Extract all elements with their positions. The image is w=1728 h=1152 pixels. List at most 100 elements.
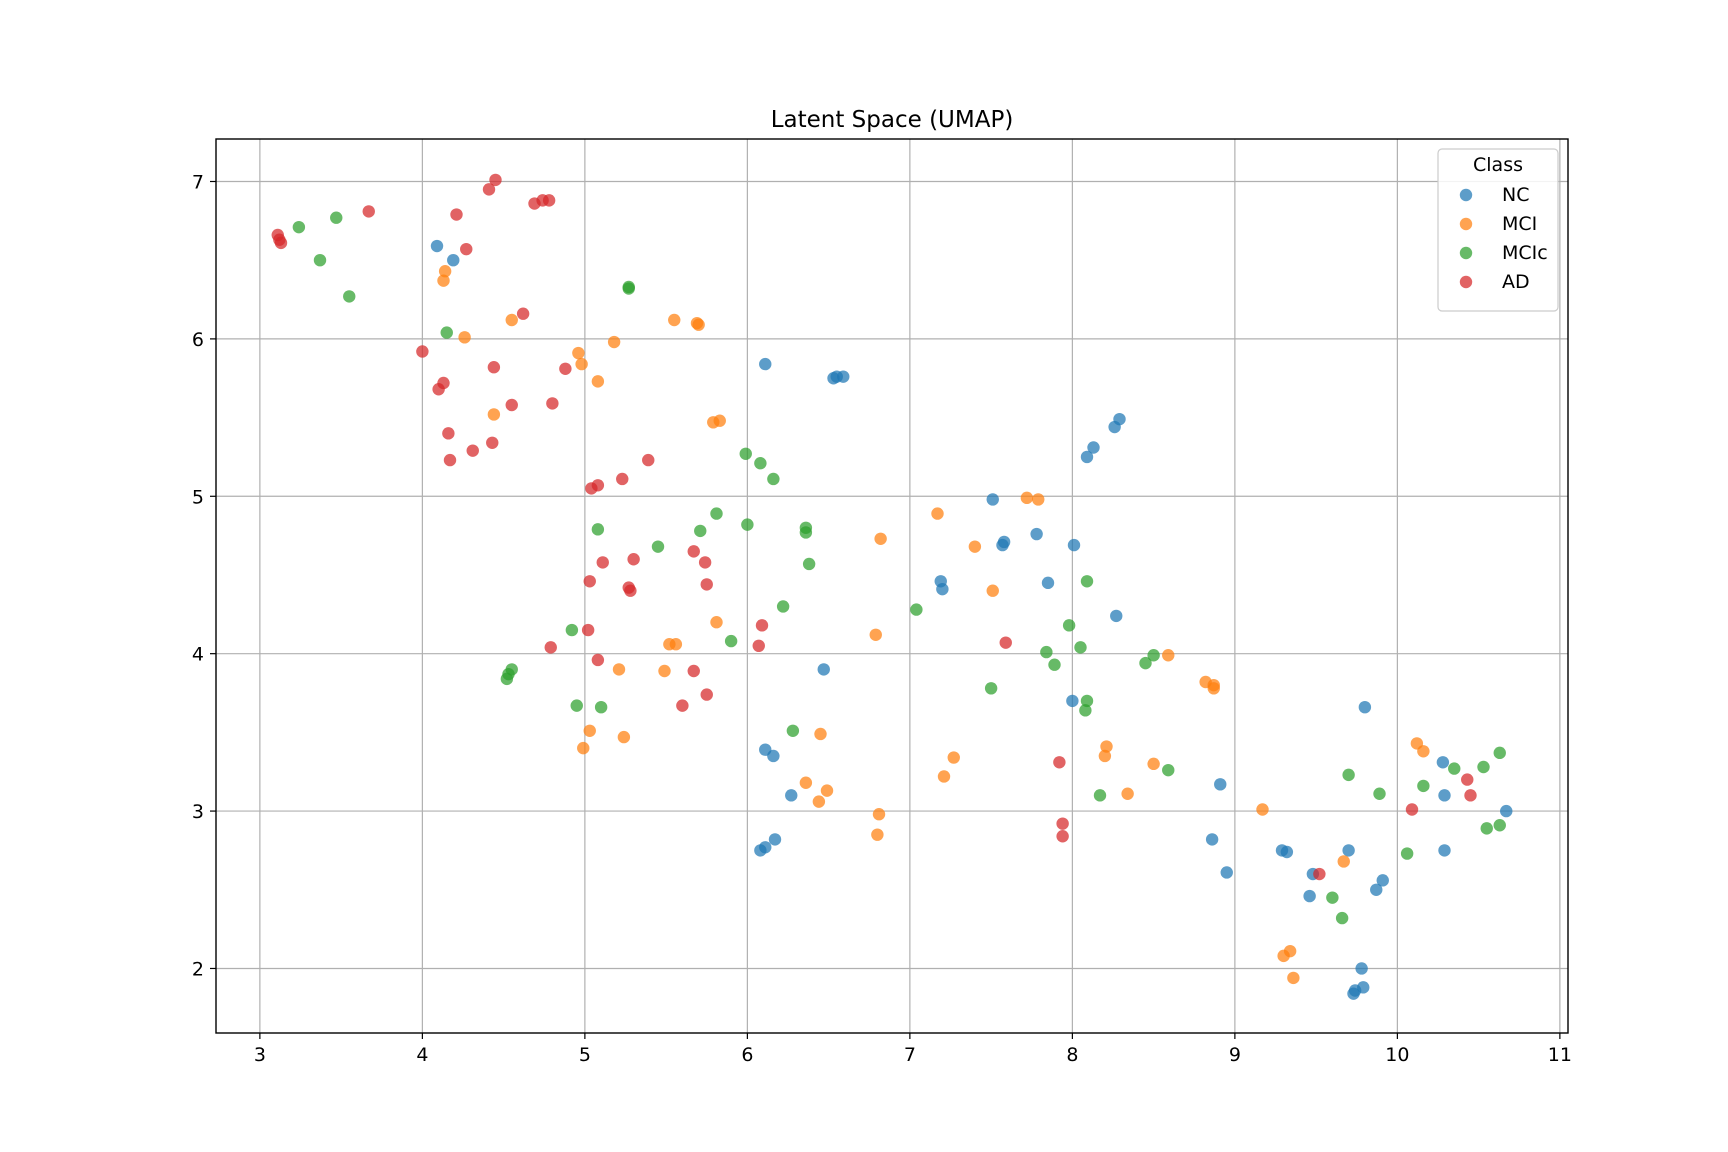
data-point-ad [542, 194, 556, 207]
data-point-mci [871, 828, 884, 841]
data-point-mcic [1080, 575, 1094, 588]
data-point-mci [1207, 682, 1220, 695]
data-point-ad [999, 636, 1012, 649]
data-point-mcic [776, 600, 790, 613]
data-point-mci [713, 414, 726, 427]
data-point-mci [931, 507, 944, 520]
data-point-mcic [570, 699, 583, 712]
data-point-mci [458, 331, 471, 344]
data-point-mcic [1342, 768, 1355, 782]
data-point-mci [820, 784, 834, 797]
data-point-mcic [651, 540, 665, 553]
data-point-mcic [1079, 704, 1092, 717]
legend: Class NC MCI MCIc AD [1437, 148, 1559, 312]
data-point-mcic [1373, 787, 1386, 800]
data-point-mci [612, 663, 626, 676]
data-point-nc [1030, 527, 1043, 541]
data-point-mci [437, 274, 450, 287]
data-point-nc [1303, 889, 1316, 903]
data-point-ad [624, 584, 637, 597]
data-point-mci [1121, 787, 1134, 800]
data-point-nc [996, 538, 1009, 552]
data-point-mci [572, 346, 585, 360]
legend-label-mci: MCI [1502, 213, 1537, 235]
data-point-ad [443, 453, 457, 467]
legend-marker-mcic [1459, 246, 1473, 260]
data-point-ad [1461, 773, 1474, 786]
data-point-ad [544, 641, 557, 654]
data-point-ad [755, 619, 769, 632]
data-point-ad [274, 236, 288, 250]
data-point-nc [1214, 778, 1227, 791]
data-point-nc [1108, 420, 1121, 434]
data-point-nc [817, 663, 830, 676]
data-point-nc [1358, 700, 1372, 714]
data-point-ad [752, 639, 765, 653]
data-point-nc [1041, 576, 1055, 590]
data-point-mci [799, 776, 813, 789]
y-tick-label: 7 [192, 171, 204, 193]
data-point-nc [1438, 789, 1451, 802]
data-point-mcic [786, 724, 800, 738]
legend-marker-nc [1459, 188, 1473, 202]
data-point-ad [698, 556, 712, 569]
data-point-ad [505, 398, 518, 412]
data-point-nc [447, 253, 460, 267]
data-point-mcic [292, 220, 306, 234]
data-point-nc [1355, 962, 1368, 975]
data-point-nc [1436, 756, 1450, 769]
data-point-mcic [1493, 746, 1506, 760]
data-point-ad [437, 376, 450, 390]
data-point-ad [1405, 803, 1419, 816]
series-mci [437, 265, 1430, 985]
data-point-mcic [1093, 789, 1107, 802]
data-point-mci [1098, 749, 1112, 763]
data-point-nc [1087, 441, 1100, 454]
data-point-mci [692, 318, 705, 331]
y-tick-label: 3 [192, 801, 204, 823]
data-point-mcic [1074, 641, 1087, 654]
data-point-ad [585, 482, 598, 495]
data-point-mcic [1147, 649, 1160, 662]
data-point-mci [669, 638, 683, 651]
data-point-mcic [1048, 658, 1061, 671]
data-point-mcic [330, 211, 343, 224]
data-point-mci [583, 724, 596, 738]
data-point-mcic [1477, 760, 1490, 774]
data-point-ad [482, 183, 496, 196]
legend-label-nc: NC [1502, 184, 1529, 206]
data-point-ad [487, 361, 501, 374]
data-point-ad [700, 578, 713, 591]
data-point-mcic [440, 326, 453, 339]
data-point-ad [489, 173, 502, 187]
data-point-ad [450, 208, 463, 221]
data-point-ad [700, 688, 713, 701]
data-point-mci [986, 584, 999, 597]
data-point-mcic [622, 280, 635, 294]
x-tick-label: 11 [1548, 1044, 1572, 1066]
data-point-mcic [1335, 911, 1349, 925]
data-point-ad [583, 575, 596, 588]
data-point-nc [785, 789, 798, 802]
data-point-mcic [910, 603, 923, 616]
data-point-mci [1162, 649, 1175, 662]
data-point-ad [596, 556, 609, 569]
data-point-mcic [594, 700, 608, 714]
data-point-nc [1347, 987, 1360, 1000]
data-point-mci [710, 616, 723, 629]
y-tick-label: 6 [192, 329, 204, 351]
data-point-mci [591, 375, 605, 388]
data-point-mci [814, 727, 827, 741]
data-point-mcic [767, 472, 780, 486]
data-point-mci [505, 313, 518, 327]
data-point-ad [559, 362, 572, 375]
data-point-mci [937, 770, 951, 783]
data-point-mcic [984, 682, 998, 695]
x-tick-label: 9 [1229, 1044, 1241, 1066]
data-point-mci [874, 532, 887, 545]
data-point-nc [986, 493, 999, 506]
data-point-nc [1220, 866, 1233, 879]
x-tick-label: 4 [416, 1044, 428, 1066]
y-tick-label: 5 [192, 486, 204, 508]
data-point-nc [936, 582, 949, 596]
